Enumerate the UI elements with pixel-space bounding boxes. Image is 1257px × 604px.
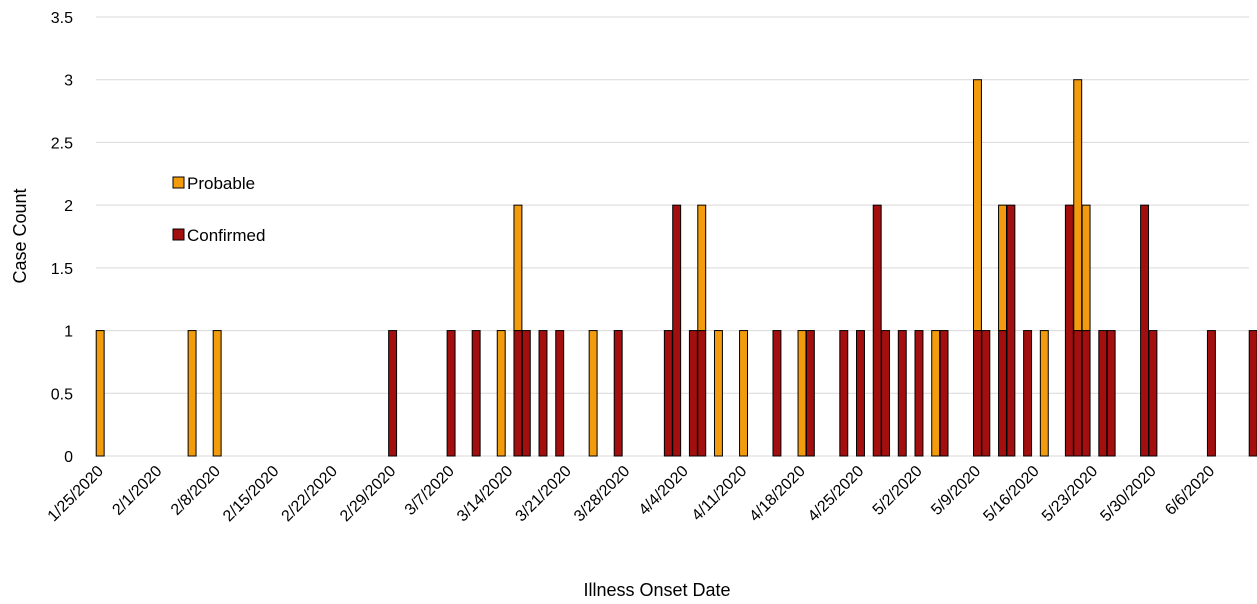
bar-confirmed (1006, 204, 1016, 457)
y-tick-label: 2 (64, 198, 73, 215)
y-tick-label: 1.5 (51, 261, 73, 278)
x-axis-ticks: 1/25/2020 2/1/2020 2/8/20202/15/20202/22/2… (45, 463, 1219, 525)
y-axis-title: Case Count (10, 188, 30, 283)
bar-confirmed (772, 330, 782, 457)
bar-confirmed (1106, 330, 1116, 457)
legend-label-confirmed: Confirmed (187, 226, 265, 245)
x-tick-label: 6/6/2020 (1162, 463, 1218, 519)
y-tick-label: 0.5 (51, 386, 73, 403)
x-axis-title: Illness Onset Date (583, 580, 730, 600)
bar-probable (797, 330, 807, 457)
y-tick-label: 3 (64, 73, 73, 90)
x-tick-label: 2/1/2020 (109, 463, 165, 519)
x-tick-label: 2/8/2020 (168, 463, 224, 519)
bar-confirmed (1098, 330, 1108, 457)
bar-probable (1039, 330, 1049, 457)
bar-confirmed (1081, 330, 1091, 457)
x-tick-label: 5/2/2020 (870, 463, 926, 519)
bar-probable (496, 330, 506, 457)
bar-confirmed (897, 330, 907, 457)
x-tick-label: 4/18/2020 (746, 463, 808, 525)
bar-probable (212, 330, 222, 457)
bar-probable (998, 204, 1007, 332)
legend-label-probable: Probable (187, 174, 255, 193)
bar-confirmed (939, 330, 949, 457)
bar-confirmed (663, 330, 673, 457)
y-tick-label: 3.5 (51, 10, 73, 27)
bar-probable (95, 330, 105, 457)
bar-confirmed (555, 330, 565, 457)
bar-probable (972, 79, 982, 332)
x-tick-label: 2/15/2020 (220, 463, 282, 525)
bar-probable (739, 330, 748, 457)
bar-confirmed (805, 330, 815, 457)
bar-confirmed (856, 330, 865, 457)
bar-confirmed (1206, 330, 1216, 457)
bar-probable (187, 330, 197, 457)
bar-probable (1081, 204, 1091, 332)
x-tick-label: 5/9/2020 (928, 463, 984, 519)
bar-confirmed (972, 330, 982, 457)
x-tick-label: 4/25/2020 (805, 463, 867, 525)
bar-probable (931, 330, 941, 457)
x-tick-label: 2/22/2020 (279, 463, 341, 525)
legend-swatch-confirmed (172, 228, 185, 241)
bar-confirmed (446, 330, 456, 457)
bar-confirmed (881, 330, 891, 457)
bar-confirmed (1248, 330, 1257, 457)
bar-confirmed (538, 330, 548, 457)
bar-confirmed (1140, 204, 1150, 457)
y-tick-label: 0 (64, 449, 73, 466)
y-tick-label: 2.5 (51, 135, 73, 152)
bar-confirmed (672, 204, 682, 457)
bar-confirmed (388, 330, 398, 457)
bar-confirmed (1023, 330, 1033, 457)
bar-confirmed (471, 330, 481, 457)
bar-probable (1073, 79, 1083, 332)
bar-confirmed (688, 330, 698, 457)
bar-confirmed (1064, 204, 1074, 457)
bar-probable (513, 204, 523, 332)
bar-confirmed (521, 330, 531, 457)
bars (95, 79, 1257, 457)
bar-confirmed (1073, 330, 1083, 457)
bar-probable (588, 330, 598, 457)
bar-confirmed (1148, 330, 1158, 457)
bar-confirmed (697, 330, 707, 457)
x-tick-label: 5/30/2020 (1097, 463, 1159, 525)
x-tick-label: 1/25/2020 (45, 463, 107, 525)
bar-confirmed (513, 330, 523, 457)
bar-confirmed (839, 330, 849, 457)
legend: Probable Confirmed (172, 174, 265, 245)
bar-probable (713, 330, 723, 457)
y-tick-label: 1 (64, 324, 73, 341)
x-tick-label: 3/28/2020 (571, 463, 633, 525)
x-tick-label: 3/7/2020 (402, 463, 458, 519)
bar-confirmed (998, 330, 1007, 457)
x-tick-label: 2/29/2020 (337, 463, 399, 525)
bar-confirmed (872, 204, 882, 457)
bar-confirmed (613, 330, 623, 457)
legend-swatch-probable (172, 176, 185, 189)
x-tick-label: 3/14/2020 (454, 463, 516, 525)
x-tick-label: 4/11/2020 (689, 463, 751, 525)
bar-probable (697, 204, 707, 332)
bar-confirmed (914, 330, 924, 457)
y-axis-ticks: 0 0.5 1 1.5 2 2.5 3 3.5 (51, 10, 73, 466)
x-tick-label: 3/21/2020 (513, 463, 575, 525)
x-tick-label: 5/16/2020 (980, 463, 1042, 525)
x-tick-label: 4/4/2020 (636, 463, 692, 519)
x-tick-label: 5/23/2020 (1039, 463, 1101, 525)
bar-confirmed (981, 330, 991, 457)
